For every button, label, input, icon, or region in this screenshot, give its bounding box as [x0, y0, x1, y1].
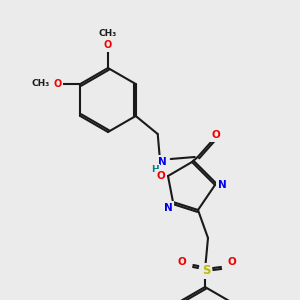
Text: N: N — [164, 203, 172, 213]
Text: CH₃: CH₃ — [99, 28, 117, 38]
Text: O: O — [211, 130, 220, 140]
Text: O: O — [157, 171, 165, 181]
Text: O: O — [53, 79, 61, 89]
Text: S: S — [202, 265, 210, 278]
Text: N: N — [218, 180, 226, 190]
Text: O: O — [104, 40, 112, 50]
Text: H: H — [151, 166, 158, 175]
Text: CH₃: CH₃ — [31, 80, 50, 88]
Text: N: N — [158, 157, 167, 167]
Text: O: O — [228, 257, 236, 267]
Text: O: O — [178, 257, 186, 267]
